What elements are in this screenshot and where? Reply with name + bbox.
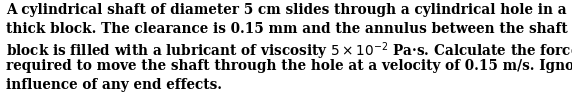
Text: thick block. The clearance is 0.15 mm and the annulus between the shaft and the: thick block. The clearance is 0.15 mm an… xyxy=(6,22,572,36)
Text: block is filled with a lubricant of viscosity $5 \times 10^{-2}$ Pa·s. Calculate: block is filled with a lubricant of visc… xyxy=(6,40,572,62)
Text: influence of any end effects.: influence of any end effects. xyxy=(6,78,222,92)
Text: required to move the shaft through the hole at a velocity of 0.15 m/s. Ignore th: required to move the shaft through the h… xyxy=(6,59,572,73)
Text: A cylindrical shaft of diameter 5 cm slides through a cylindrical hole in a 0.5-: A cylindrical shaft of diameter 5 cm sli… xyxy=(6,3,572,17)
